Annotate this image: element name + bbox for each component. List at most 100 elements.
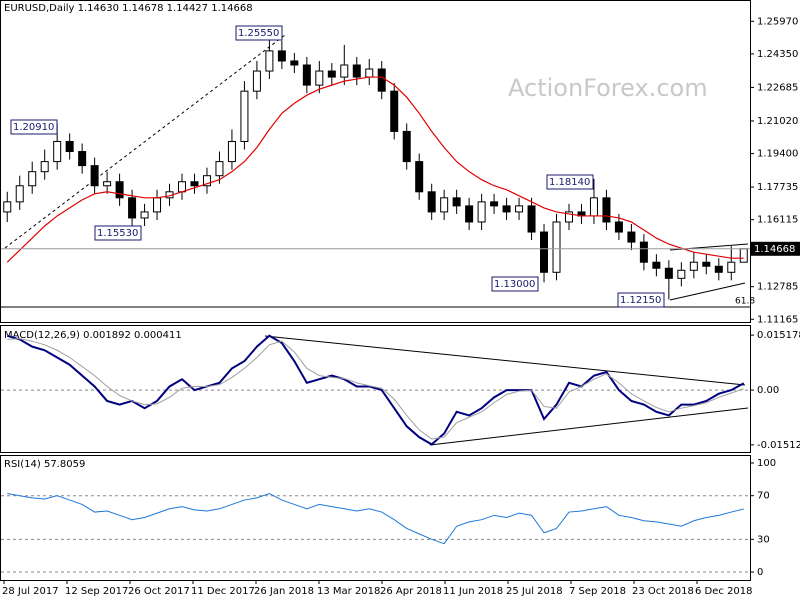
candle-body: [128, 197, 137, 219]
candle-body: [327, 70, 336, 78]
candle-body: [614, 221, 623, 233]
macd-panel: [0, 325, 751, 453]
x-tick-label: 26 Jan 2018: [254, 586, 314, 597]
annotation-box: [235, 25, 283, 41]
x-tick-label: 26 Oct 2017: [128, 586, 190, 597]
x-tick-label: 7 Sep 2018: [569, 586, 626, 597]
y-tick-label: 1.17735: [757, 182, 798, 193]
last-price-label: 1.14668: [754, 244, 795, 255]
candle-body: [352, 64, 361, 78]
candle-body: [115, 181, 124, 199]
moving-average: [6, 76, 744, 263]
x-tick-label: 25 Jul 2018: [506, 586, 563, 597]
annotation: 1.12150: [620, 295, 661, 306]
candle-body: [290, 60, 299, 66]
candle-body: [190, 181, 199, 187]
candle-body: [103, 181, 112, 187]
candle-body: [477, 201, 486, 223]
last-price-box: [751, 241, 800, 256]
candle-body: [3, 201, 12, 213]
macd-title: MACD(12,26,9) 0.001892 0.000411: [4, 330, 182, 341]
indicator-line: [6, 334, 745, 446]
candle-body: [552, 221, 561, 273]
candle-body: [315, 70, 324, 86]
y-tick-label: 0: [757, 567, 763, 578]
candle-body: [277, 50, 286, 62]
candle-body: [402, 130, 411, 163]
candle-body: [153, 197, 162, 213]
candle-body: [440, 197, 449, 213]
candle-body: [252, 70, 261, 92]
y-tick-label: -0.015126: [757, 440, 800, 451]
candle-body: [15, 185, 24, 203]
y-tick-label: 1.16115: [757, 215, 798, 226]
indicator-line: [7, 492, 744, 545]
annotation-box: [10, 119, 58, 135]
x-tick-label: 12 Sep 2017: [65, 586, 128, 597]
candle-body: [664, 267, 673, 279]
price-panel: [0, 0, 751, 323]
candle-body: [452, 197, 461, 207]
annotation-box: [617, 292, 665, 308]
trend-line: [4, 34, 286, 249]
candle-body: [564, 211, 573, 223]
y-tick-label: 1.12785: [757, 282, 798, 293]
candle-body: [639, 241, 648, 263]
y-tick-label: 0.015178: [757, 330, 800, 341]
trend-line: [264, 335, 746, 386]
candle-body: [265, 50, 274, 72]
candle-body: [602, 197, 611, 223]
candle-body: [589, 197, 598, 217]
rsi-title: RSI(14) 57.8059: [4, 459, 85, 470]
candle-body: [714, 265, 723, 273]
candle-body: [727, 261, 736, 273]
annotation: 1.25550: [238, 28, 279, 39]
y-tick-label: 1.19400: [757, 149, 798, 160]
rsi-panel: [0, 455, 751, 581]
candle-body: [627, 231, 636, 243]
annotation-box: [491, 276, 539, 292]
candle-body: [415, 161, 424, 193]
y-tick-label: 0.00: [757, 385, 779, 396]
annotation: 1.15530: [97, 228, 138, 239]
chart-title: EURUSD,Daily 1.14630 1.14678 1.14427 1.1…: [4, 3, 253, 14]
candle-body: [53, 140, 62, 163]
x-tick-label: 28 Jul 2017: [2, 586, 59, 597]
x-tick-label: 11 Dec 2017: [191, 586, 255, 597]
candle-body: [227, 140, 236, 163]
candle-body: [739, 248, 748, 263]
candle-body: [178, 181, 187, 193]
candle-body: [240, 90, 249, 142]
candle-body: [677, 269, 686, 279]
annotation: 1.18140: [549, 177, 590, 188]
candle-body: [490, 201, 499, 207]
candle-body: [65, 140, 74, 153]
candle-body: [702, 261, 711, 267]
y-tick-label: 30: [757, 534, 770, 545]
candle-body: [377, 68, 386, 92]
y-tick-label: 100: [757, 458, 776, 469]
candle-body: [527, 205, 536, 233]
y-tick-label: 1.24350: [757, 49, 798, 60]
candle-body: [202, 175, 211, 187]
candle-body: [215, 161, 224, 177]
x-tick-label: 13 Mar 2018: [317, 586, 380, 597]
candle-body: [302, 64, 311, 86]
watermark: ActionForex.com: [508, 74, 708, 102]
candle-body: [390, 90, 399, 132]
annotation: 1.13000: [494, 279, 535, 290]
candle-body: [28, 171, 37, 187]
annotation-box: [94, 225, 142, 241]
annotation: 61.8: [735, 297, 755, 307]
candle-body: [427, 191, 436, 213]
y-tick-label: 1.11165: [757, 314, 798, 325]
y-tick-label: 1.21020: [757, 116, 798, 127]
x-tick-label: 26 Apr 2018: [380, 586, 442, 597]
candle-body: [40, 161, 49, 173]
y-tick-label: 1.25970: [757, 16, 798, 27]
candle-body: [689, 261, 698, 271]
x-tick-label: 11 Jun 2018: [443, 586, 503, 597]
y-tick-label: 1.22685: [757, 82, 798, 93]
